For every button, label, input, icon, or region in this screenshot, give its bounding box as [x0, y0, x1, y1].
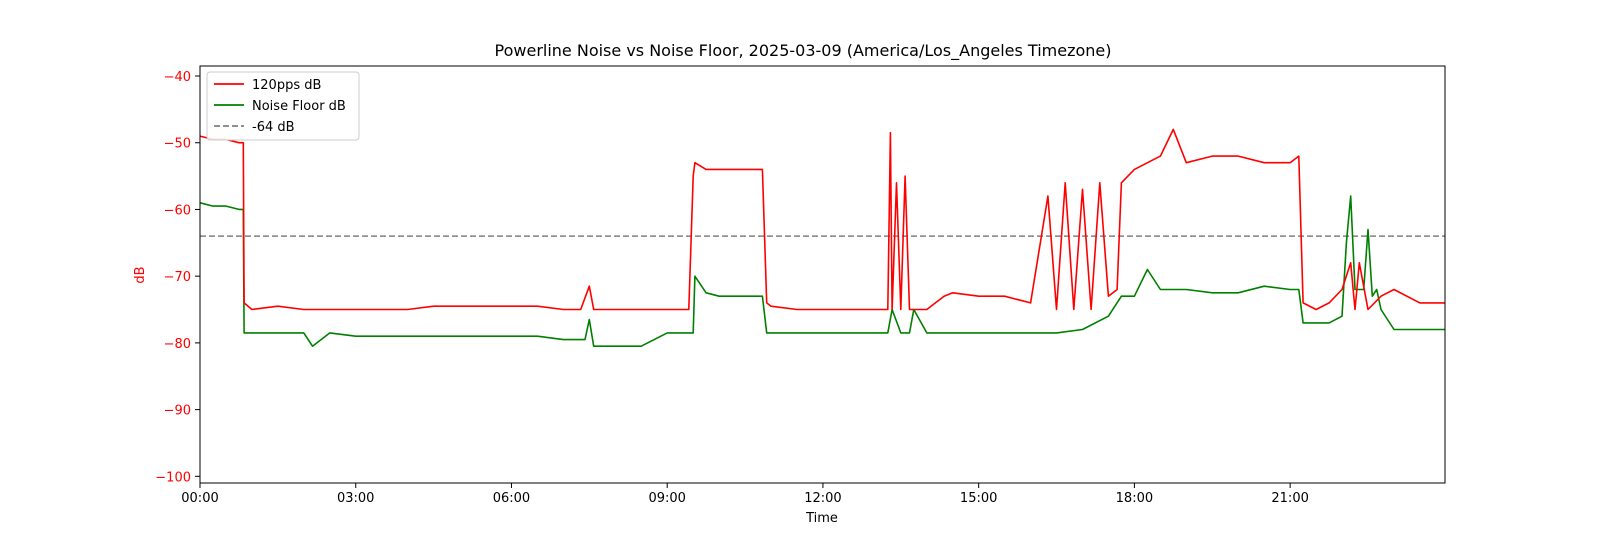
y-axis-label: dB — [133, 266, 148, 283]
plot-area — [200, 66, 1445, 483]
x-tick-label: 18:00 — [1116, 491, 1153, 506]
y-tick-label: −70 — [164, 270, 191, 285]
x-tick-label: 00:00 — [181, 491, 218, 506]
y-tick-label: −90 — [164, 404, 191, 419]
chart-title: Powerline Noise vs Noise Floor, 2025-03-… — [495, 41, 1112, 61]
legend-label: Noise Floor dB — [252, 99, 346, 114]
ticks-layer: 00:00 03:00 06:00 09:00 12:00 15:00 18:00 21:00… — [155, 70, 1309, 506]
x-tick-label: 15:00 — [960, 491, 997, 506]
y-tick-label: −100 — [155, 470, 191, 485]
legend-label: 120pps dB — [252, 78, 321, 93]
series-layer — [199, 128, 1445, 348]
x-tick-label: 12:00 — [804, 491, 841, 506]
x-tick-label: 03:00 — [337, 491, 374, 506]
legend-box — [206, 71, 360, 141]
x-tick-label: 09:00 — [648, 491, 685, 506]
y-tick-label: −40 — [164, 70, 191, 85]
y-tick-label: −60 — [164, 203, 191, 218]
y-tick-label: −50 — [164, 137, 191, 152]
x-tick-label: 21:00 — [1271, 491, 1308, 506]
plot-frame — [199, 65, 1446, 484]
series-noise-floor-line — [199, 195, 1445, 348]
x-axis-label: Time — [805, 511, 838, 526]
legend: 120pps dB Noise Floor dB -64 dB — [206, 71, 360, 141]
legend-label: -64 dB — [252, 120, 295, 135]
series-120pps-line — [199, 128, 1445, 311]
x-tick-label: 06:00 — [493, 491, 530, 506]
y-tick-label: −80 — [164, 337, 191, 352]
